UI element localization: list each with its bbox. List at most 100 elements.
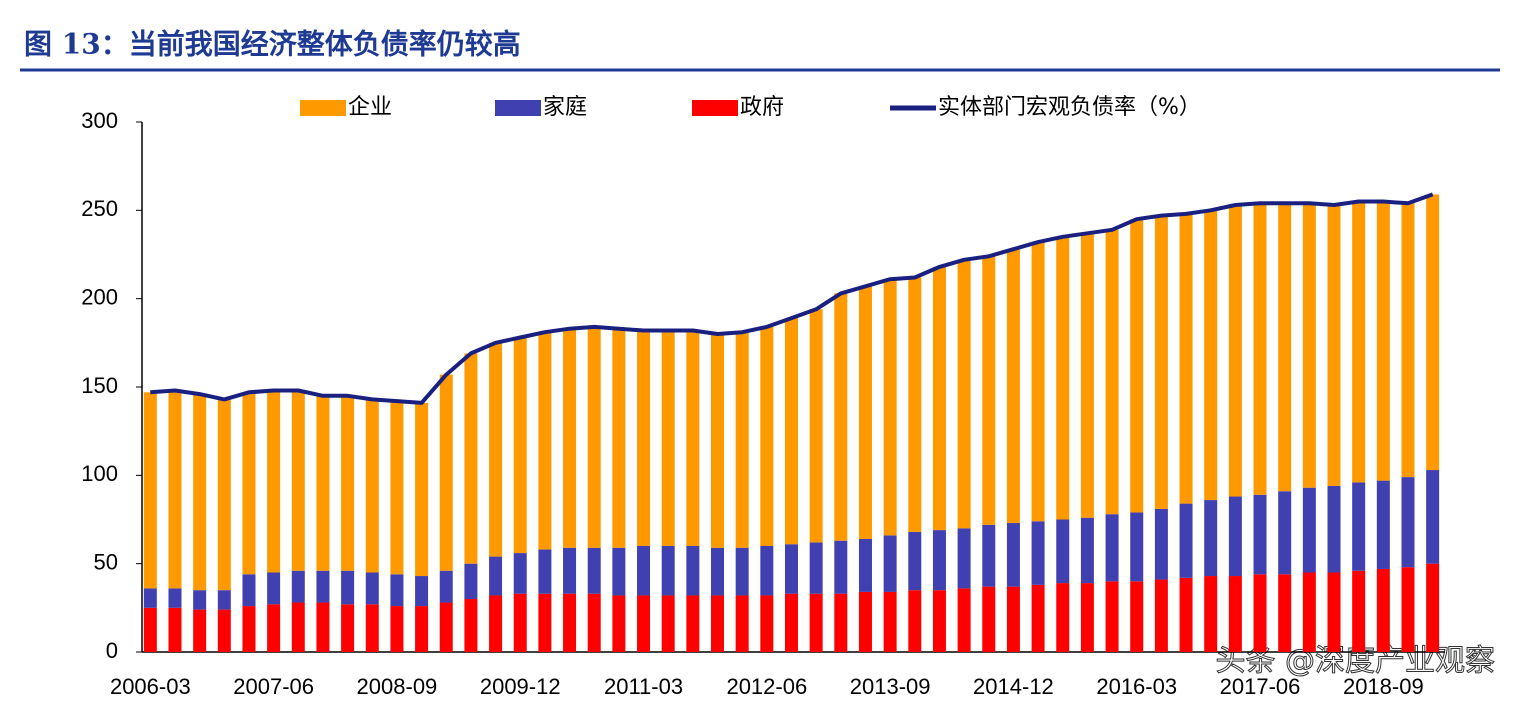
bar xyxy=(415,606,429,652)
bar xyxy=(415,402,429,577)
bar xyxy=(1401,567,1415,652)
y-tick-label: 0 xyxy=(106,638,118,663)
bar xyxy=(316,570,330,603)
bar xyxy=(1105,514,1119,582)
bar xyxy=(168,607,182,652)
y-tick-label: 200 xyxy=(81,284,118,309)
bar xyxy=(1056,583,1070,652)
bar xyxy=(612,328,626,548)
bar xyxy=(809,593,823,652)
bar xyxy=(143,607,157,652)
bar xyxy=(1006,523,1020,587)
bar xyxy=(168,390,182,589)
x-tick-label: 2006-03 xyxy=(110,674,191,699)
bar xyxy=(834,293,848,541)
legend-swatch xyxy=(692,100,738,116)
bar xyxy=(291,602,305,652)
bar xyxy=(1376,201,1390,481)
bar xyxy=(1056,519,1070,584)
bar xyxy=(1352,201,1366,483)
bar xyxy=(1376,480,1390,569)
bar xyxy=(1031,584,1045,652)
bar xyxy=(1302,487,1316,573)
bar xyxy=(1031,521,1045,585)
x-tick-label: 2013-09 xyxy=(850,674,931,699)
bar xyxy=(538,549,552,594)
bar xyxy=(1401,477,1415,568)
bar xyxy=(637,546,651,596)
bar xyxy=(1352,570,1366,652)
bar xyxy=(193,609,207,652)
bar xyxy=(415,576,429,607)
bar xyxy=(291,390,305,571)
bar xyxy=(267,572,281,605)
bar xyxy=(1426,194,1440,471)
bar xyxy=(464,353,478,564)
legend-label: 家庭 xyxy=(543,95,587,120)
x-tick-label: 2014-12 xyxy=(973,674,1054,699)
y-tick-label: 100 xyxy=(81,461,118,486)
legend-label: 实体部门宏观负债率（%） xyxy=(938,95,1201,120)
bar xyxy=(735,595,749,652)
bar xyxy=(1204,576,1218,652)
bar xyxy=(1130,581,1144,652)
bar xyxy=(1401,203,1415,478)
bar xyxy=(858,286,872,539)
bar xyxy=(932,590,946,652)
bar xyxy=(365,572,379,605)
bar xyxy=(439,602,453,652)
bar xyxy=(686,330,700,546)
bar xyxy=(1080,583,1094,652)
bar xyxy=(1006,249,1020,524)
bar xyxy=(1327,572,1341,652)
bar xyxy=(637,595,651,652)
bar xyxy=(686,546,700,596)
legend-swatch xyxy=(495,100,541,116)
bar xyxy=(1056,236,1070,520)
bar xyxy=(932,266,946,531)
bar xyxy=(883,535,897,592)
bar xyxy=(242,392,256,575)
bar xyxy=(489,556,503,596)
bar xyxy=(661,546,675,596)
bar xyxy=(267,390,281,573)
bar xyxy=(735,547,749,596)
bar xyxy=(341,395,355,571)
bar xyxy=(784,544,798,594)
bar xyxy=(784,593,798,652)
bar xyxy=(1179,577,1193,652)
bar xyxy=(612,595,626,652)
line xyxy=(150,192,1434,405)
bar xyxy=(587,326,601,548)
bar xyxy=(1130,219,1144,513)
bar xyxy=(957,528,971,589)
bar xyxy=(365,399,379,573)
x-tick-label: 2007-06 xyxy=(233,674,314,699)
bar xyxy=(957,588,971,652)
bar xyxy=(1130,512,1144,582)
bar xyxy=(439,374,453,571)
bar xyxy=(242,606,256,652)
y-tick-label: 150 xyxy=(81,373,118,398)
bar xyxy=(1080,517,1094,584)
bar xyxy=(365,604,379,652)
bar xyxy=(637,330,651,546)
bar xyxy=(735,332,749,548)
bar xyxy=(957,259,971,529)
x-tick-label: 2008-09 xyxy=(357,674,438,699)
bar xyxy=(587,593,601,652)
bar xyxy=(390,606,404,652)
bar xyxy=(982,586,996,652)
bar xyxy=(1253,494,1267,575)
bar xyxy=(513,593,527,652)
bar xyxy=(341,604,355,652)
bar xyxy=(464,599,478,652)
bar xyxy=(1105,581,1119,652)
bar xyxy=(316,395,330,571)
bar xyxy=(661,330,675,546)
bar xyxy=(1105,229,1119,515)
bar xyxy=(563,547,577,594)
bar xyxy=(612,547,626,596)
bar xyxy=(1278,574,1292,652)
